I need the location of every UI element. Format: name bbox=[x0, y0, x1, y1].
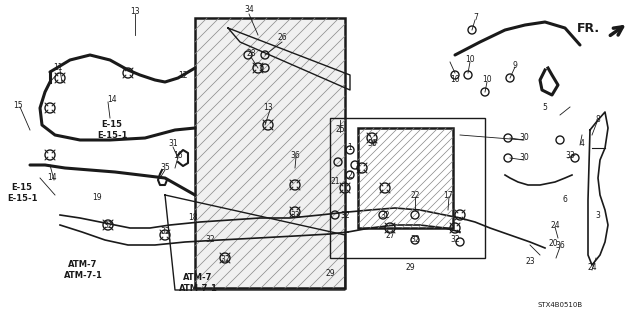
Text: 21: 21 bbox=[330, 177, 340, 187]
Bar bbox=[195, 18, 345, 288]
Text: FR.: FR. bbox=[577, 23, 600, 35]
Text: 32: 32 bbox=[450, 235, 460, 244]
Text: 6: 6 bbox=[563, 196, 568, 204]
Text: ATM-7
ATM-7-1: ATM-7 ATM-7-1 bbox=[63, 260, 102, 280]
Text: 8: 8 bbox=[596, 115, 600, 124]
Text: 36: 36 bbox=[367, 138, 377, 147]
Text: 22: 22 bbox=[410, 190, 420, 199]
Text: 27: 27 bbox=[385, 231, 395, 240]
Bar bbox=[330, 118, 485, 258]
Text: 24: 24 bbox=[550, 220, 560, 229]
Text: 20: 20 bbox=[548, 239, 558, 248]
Text: 3: 3 bbox=[596, 211, 600, 219]
Text: 9: 9 bbox=[513, 61, 517, 70]
Text: 5: 5 bbox=[543, 103, 547, 113]
Text: 12: 12 bbox=[179, 70, 188, 79]
Text: 29: 29 bbox=[405, 263, 415, 272]
Text: 28: 28 bbox=[246, 48, 256, 57]
Text: 33: 33 bbox=[565, 151, 575, 160]
Text: E-15
E-15-1: E-15 E-15-1 bbox=[7, 183, 37, 203]
Text: 14: 14 bbox=[107, 95, 117, 105]
Text: 15: 15 bbox=[13, 100, 23, 109]
Text: 18: 18 bbox=[188, 213, 198, 222]
Text: 24: 24 bbox=[587, 263, 597, 272]
Text: 14: 14 bbox=[47, 174, 57, 182]
Text: 32: 32 bbox=[205, 235, 215, 244]
Text: 10: 10 bbox=[465, 56, 475, 64]
Text: 36: 36 bbox=[555, 241, 565, 249]
Text: 32: 32 bbox=[160, 227, 170, 236]
Text: 1: 1 bbox=[348, 144, 353, 152]
Text: 32: 32 bbox=[220, 256, 230, 264]
Text: 13: 13 bbox=[263, 103, 273, 113]
Text: E-15
E-15-1: E-15 E-15-1 bbox=[97, 120, 127, 140]
Text: 35: 35 bbox=[160, 164, 170, 173]
Text: 10: 10 bbox=[450, 76, 460, 85]
Text: 32: 32 bbox=[340, 211, 350, 219]
Text: 32: 32 bbox=[380, 211, 390, 219]
Text: 31: 31 bbox=[168, 138, 178, 147]
Text: 32: 32 bbox=[410, 235, 420, 244]
Text: ATM-7
ATM-7-1: ATM-7 ATM-7-1 bbox=[179, 273, 218, 293]
Text: 29: 29 bbox=[325, 269, 335, 278]
Text: 30: 30 bbox=[519, 133, 529, 143]
Text: 25: 25 bbox=[335, 125, 345, 135]
Text: 7: 7 bbox=[474, 13, 479, 23]
Text: 19: 19 bbox=[92, 194, 102, 203]
Text: 13: 13 bbox=[130, 8, 140, 17]
Text: 10: 10 bbox=[482, 76, 492, 85]
Text: 30: 30 bbox=[519, 153, 529, 162]
Text: 32: 32 bbox=[103, 220, 113, 229]
Bar bbox=[358, 128, 453, 228]
Text: 26: 26 bbox=[277, 33, 287, 42]
Text: 17: 17 bbox=[443, 190, 453, 199]
Text: 16: 16 bbox=[173, 151, 183, 160]
Text: 2: 2 bbox=[348, 170, 353, 180]
Text: 4: 4 bbox=[580, 138, 584, 147]
Text: 11: 11 bbox=[53, 63, 63, 72]
Text: STX4B0510B: STX4B0510B bbox=[538, 302, 582, 308]
Text: 23: 23 bbox=[525, 257, 535, 266]
Text: 32: 32 bbox=[290, 211, 300, 219]
Text: 34: 34 bbox=[244, 5, 254, 14]
Text: 36: 36 bbox=[290, 151, 300, 160]
